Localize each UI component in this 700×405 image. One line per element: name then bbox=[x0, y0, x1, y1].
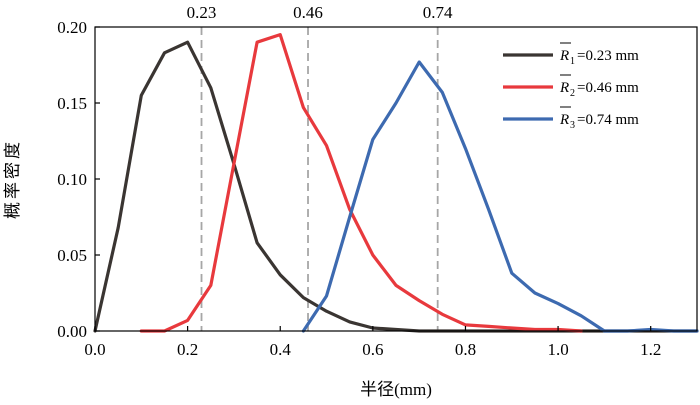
y-tick-label: 0.15 bbox=[57, 94, 87, 113]
x-tick-label: 0.2 bbox=[177, 340, 198, 359]
x-tick-label: 0.8 bbox=[455, 340, 476, 359]
x-tick-label: 0.6 bbox=[362, 340, 383, 359]
x-tick-label: 0.0 bbox=[84, 340, 105, 359]
legend-value: =0.46 mm bbox=[577, 80, 639, 96]
reference-label: 0.23 bbox=[187, 3, 217, 22]
y-axis-title: 概率密度 bbox=[3, 139, 22, 219]
legend-item: R 2 =0.46 mm bbox=[503, 74, 639, 99]
legend-value: =0.23 mm bbox=[577, 48, 639, 64]
reference-labels: 0.23 0.46 0.74 bbox=[187, 3, 453, 22]
reference-label: 0.74 bbox=[423, 3, 453, 22]
x-axis-title: 半径(mm) bbox=[360, 380, 432, 399]
legend-symbol: R bbox=[559, 48, 569, 64]
y-axis-ticks: 0.00 0.05 0.10 0.15 0.20 bbox=[57, 18, 100, 341]
legend: R 1 =0.23 mmR 2 =0.46 mmR 3 =0.74 mm bbox=[503, 42, 639, 131]
legend-subscript: 2 bbox=[570, 88, 575, 99]
y-tick-label: 0.10 bbox=[57, 170, 87, 189]
legend-symbol: R bbox=[559, 112, 569, 128]
x-axis-ticks: 0.0 0.2 0.4 0.6 0.8 1.0 1.2 bbox=[84, 326, 661, 359]
y-tick-label: 0.00 bbox=[57, 322, 87, 341]
legend-item: R 3 =0.74 mm bbox=[503, 106, 639, 131]
legend-subscript: 1 bbox=[570, 56, 575, 67]
x-tick-label: 1.0 bbox=[547, 340, 568, 359]
y-tick-label: 0.20 bbox=[57, 18, 87, 37]
y-tick-label: 0.05 bbox=[57, 246, 87, 265]
reference-lines bbox=[200, 27, 439, 331]
legend-subscript: 3 bbox=[570, 120, 575, 131]
series-line-r3 bbox=[301, 60, 699, 333]
series-line-r2 bbox=[139, 33, 583, 333]
x-tick-label: 1.2 bbox=[640, 340, 661, 359]
x-tick-label: 0.4 bbox=[270, 340, 292, 359]
legend-value: =0.74 mm bbox=[577, 112, 639, 128]
legend-item: R 1 =0.23 mm bbox=[503, 42, 639, 67]
legend-symbol: R bbox=[559, 80, 569, 96]
reference-label: 0.46 bbox=[293, 3, 323, 22]
